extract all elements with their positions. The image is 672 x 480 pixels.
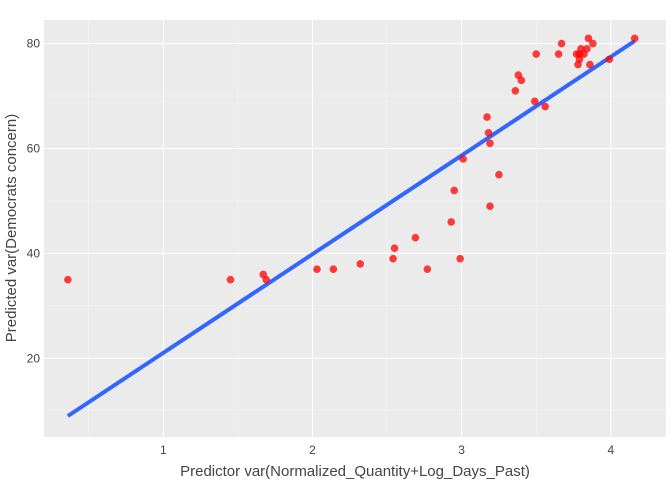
data-point [484, 128, 493, 137]
data-point [313, 265, 321, 273]
x-tick-label: 1 [160, 443, 167, 457]
x-tick-label: 2 [309, 443, 316, 457]
data-point [486, 139, 494, 148]
x-tick-label: 3 [458, 443, 465, 457]
data-point [411, 233, 420, 242]
data-point [447, 218, 456, 226]
data-point [517, 76, 526, 85]
fit-line-layer [66, 39, 636, 418]
data-point [532, 50, 541, 58]
data-point [423, 265, 432, 273]
x-tick-labels: 1 2 3 4 [160, 443, 614, 457]
y-tick-labels: 20 40 60 80 [27, 37, 41, 366]
data-point [605, 55, 614, 64]
data-point [630, 34, 639, 43]
data-point [483, 113, 491, 121]
data-point [554, 50, 563, 58]
data-point [541, 102, 549, 111]
data-point [511, 87, 520, 95]
fit-line [66, 39, 636, 418]
data-point [64, 275, 72, 284]
data-point [226, 275, 235, 284]
data-point [262, 275, 271, 284]
data-point [586, 60, 594, 69]
x-tick-label: 4 [607, 443, 614, 457]
data-point [389, 254, 397, 263]
data-point [584, 34, 593, 43]
data-point [589, 39, 597, 48]
y-tick-label: 80 [27, 37, 41, 51]
data-point [356, 260, 365, 268]
data-point [459, 155, 467, 163]
x-axis-title: Predictor var(Normalized_Quantity+Log_Da… [180, 463, 530, 480]
data-point [329, 265, 338, 273]
data-point [530, 97, 539, 106]
data-point [456, 254, 464, 263]
y-tick-label: 40 [27, 246, 41, 260]
data-point [450, 186, 458, 195]
data-point [583, 45, 591, 53]
data-point [495, 170, 503, 179]
y-tick-label: 20 [27, 351, 41, 365]
data-point [575, 55, 584, 64]
y-tick-label: 60 [27, 142, 41, 156]
grid-lines [44, 20, 666, 437]
data-point [557, 39, 566, 48]
data-point [390, 244, 399, 252]
data-point [486, 202, 494, 211]
data-points [64, 34, 639, 284]
y-axis-title: Predicted var(Democrats concern) [3, 114, 20, 342]
